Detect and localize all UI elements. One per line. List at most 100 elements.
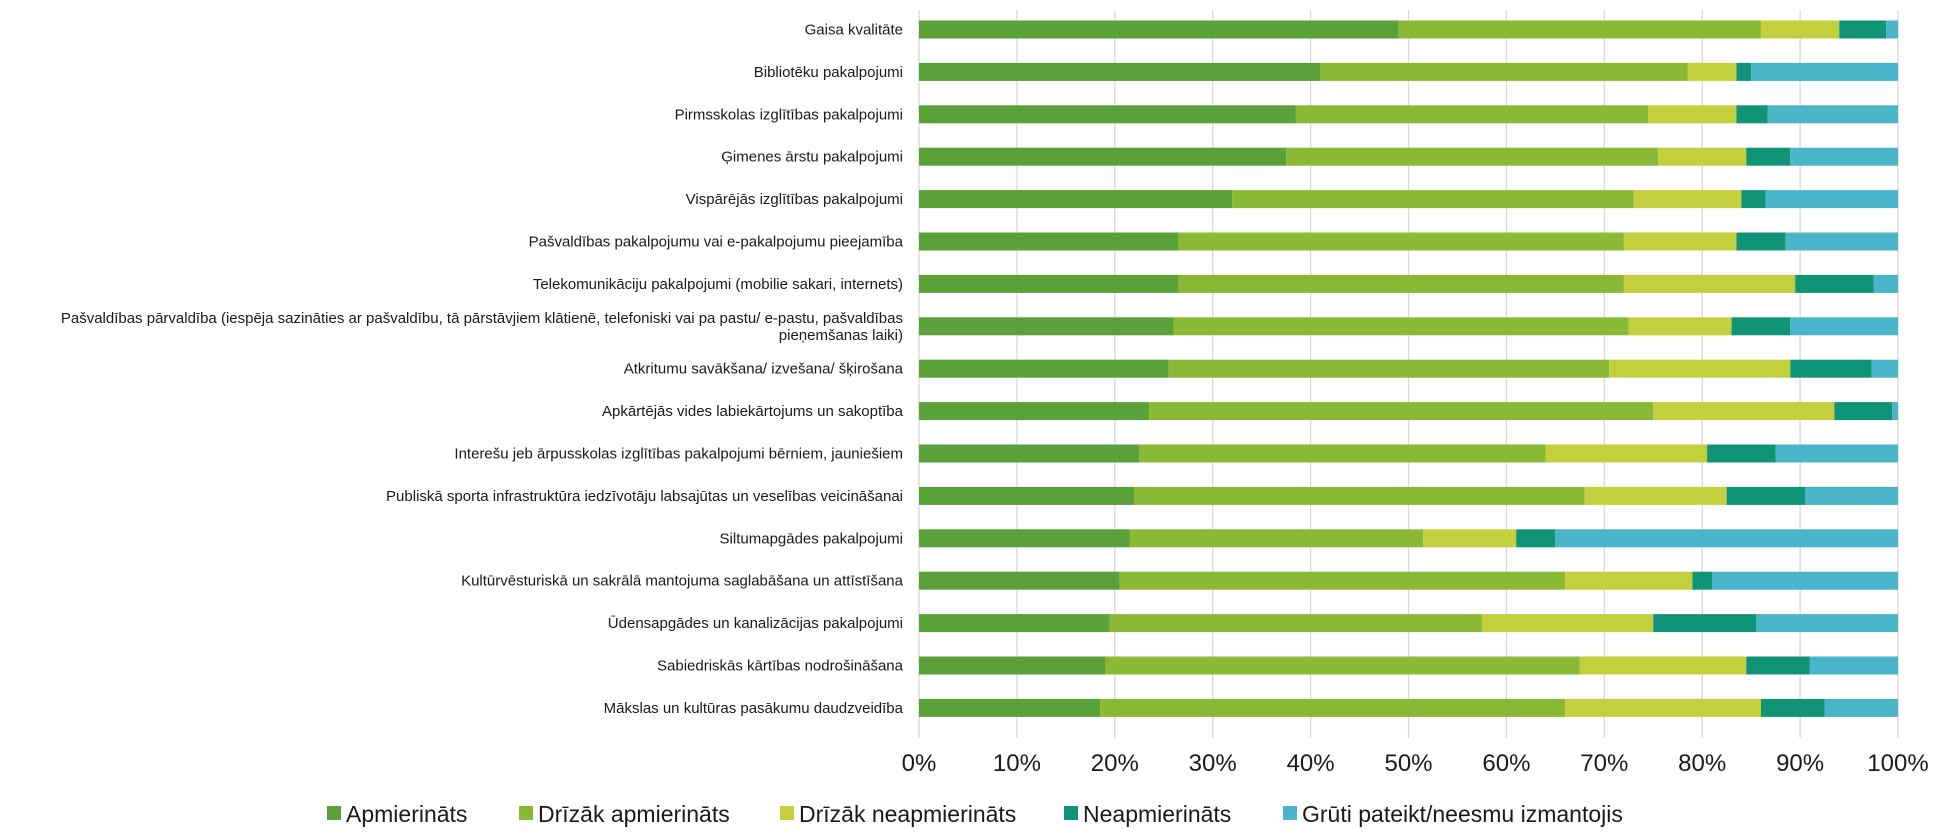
category-label: Ģimenes ārstu pakalpojumi — [721, 149, 903, 166]
bar-segment — [1760, 20, 1840, 39]
bar-segment — [919, 147, 1287, 166]
bar-segment — [1765, 190, 1898, 209]
bar-segment — [1584, 486, 1727, 505]
x-tick-label: 100% — [1867, 750, 1928, 777]
category-label: Pašvaldības pakalpojumu vai e-pakalpojum… — [529, 234, 904, 251]
bar-segment — [919, 232, 1179, 251]
x-tick-label: 50% — [1384, 750, 1432, 777]
bar-segment — [1741, 190, 1766, 209]
bar-segment — [1129, 529, 1424, 548]
bar-segment — [919, 656, 1106, 675]
bar-segment — [1658, 147, 1747, 166]
bar-segment — [1775, 444, 1898, 463]
category-label: pieņemšanas laiki) — [779, 327, 903, 344]
bar-segment — [1790, 147, 1898, 166]
bar-segment — [1760, 698, 1825, 717]
bar-segment — [1295, 105, 1649, 124]
category-label: Vispārējās izglītības pakalpojumi — [686, 191, 903, 208]
bar-segment — [1100, 698, 1566, 717]
bar-segment — [1839, 20, 1887, 39]
bar-segment — [1785, 232, 1898, 251]
bar-segment — [1790, 359, 1872, 378]
bar-segment — [1687, 62, 1737, 81]
bar-segment — [1545, 444, 1708, 463]
category-label: Apkārtējās vides labiekārtojums un sakop… — [602, 403, 904, 420]
bar-segment — [1609, 359, 1791, 378]
legend-label: Drīzāk apmierināts — [538, 801, 730, 827]
bar-segment — [1795, 274, 1874, 293]
category-label: Interešu jeb ārpusskolas izglītības paka… — [454, 446, 903, 463]
x-tick-label: 60% — [1482, 750, 1530, 777]
bar-segment — [919, 571, 1120, 590]
bar-segment — [1134, 486, 1585, 505]
category-label: Atkritumu savākšana/ izvešana/ šķirošana — [624, 361, 904, 378]
x-tick-label: 10% — [993, 750, 1041, 777]
x-tick-label: 90% — [1776, 750, 1824, 777]
bar-segment — [1516, 529, 1556, 548]
bar-segment — [919, 698, 1101, 717]
bar-segment — [1232, 190, 1634, 209]
category-label: Telekomunikāciju pakalpojumi (mobilie sa… — [533, 276, 903, 293]
bar-segment — [1286, 147, 1659, 166]
legend-label: Grūti pateikt/neesmu izmantojis — [1302, 801, 1623, 827]
bar-segment — [1809, 656, 1898, 675]
category-label: Sabiedriskās kārtības nodrošināšana — [657, 658, 904, 675]
bar-segment — [1736, 232, 1786, 251]
bar-segment — [1756, 614, 1898, 633]
bar-segment — [1834, 402, 1893, 421]
bar-segment — [1628, 317, 1732, 336]
legend-swatch — [327, 806, 341, 820]
bar-segment — [1173, 317, 1629, 336]
bar-segment — [919, 529, 1130, 548]
bar-segment — [919, 105, 1296, 124]
bar-segment — [1653, 402, 1835, 421]
bar-segment — [1398, 20, 1761, 39]
bar-segment — [1423, 529, 1517, 548]
x-tick-label: 80% — [1678, 750, 1726, 777]
category-label: Siltumapgādes pakalpojumi — [720, 530, 903, 547]
bar-segment — [1623, 232, 1737, 251]
bar-segment — [919, 359, 1169, 378]
bar-segment — [919, 20, 1399, 39]
bar-segment — [1824, 698, 1898, 717]
bar-segment — [1149, 402, 1654, 421]
bar-segment — [1105, 656, 1580, 675]
legend-swatch — [1283, 806, 1297, 820]
bar-segment — [1653, 614, 1757, 633]
bar-segment — [1711, 571, 1898, 590]
category-label: Ūdensapgādes un kanalizācijas pakalpojum… — [608, 615, 903, 632]
bar-segment — [1736, 105, 1768, 124]
category-label: Publiskā sporta infrastruktūra iedzīvotā… — [386, 488, 903, 505]
bar-segment — [1873, 274, 1898, 293]
bar-segment — [919, 402, 1150, 421]
category-label: Bibliotēku pakalpojumi — [754, 64, 903, 81]
bar-segment — [1565, 571, 1693, 590]
bar-segment — [1565, 698, 1761, 717]
bar-segment — [1871, 359, 1898, 378]
x-tick-label: 30% — [1189, 750, 1237, 777]
x-tick-label: 20% — [1091, 750, 1139, 777]
bar-segment — [919, 62, 1321, 81]
bar-segment — [1579, 656, 1747, 675]
bar-segment — [1481, 614, 1654, 633]
bar-segment — [1767, 105, 1898, 124]
category-label: Gaisa kvalitāte — [805, 22, 903, 39]
legend-label: Neapmierināts — [1083, 801, 1231, 827]
bars-layer — [919, 20, 1898, 717]
bar-segment — [1746, 656, 1810, 675]
bar-segment — [919, 317, 1174, 336]
bar-segment — [919, 190, 1233, 209]
bar-segment — [1736, 62, 1752, 81]
category-label: Kultūrvēsturiskā un sakrālā mantojuma sa… — [461, 573, 904, 590]
bar-segment — [1109, 614, 1482, 633]
bar-segment — [1119, 571, 1566, 590]
x-tick-label: 70% — [1580, 750, 1628, 777]
legend-swatch — [519, 806, 533, 820]
bar-segment — [1886, 20, 1898, 39]
bar-segment — [1623, 274, 1796, 293]
x-axis-ticks: 0% 10% 20% 30% 40% 50% 60% 70% 80% 90% 100% — [902, 750, 1929, 777]
legend-swatch — [1064, 806, 1078, 820]
category-label: Pašvaldības pārvaldība (iespēja sazināti… — [61, 310, 903, 327]
bar-segment — [1731, 317, 1791, 336]
